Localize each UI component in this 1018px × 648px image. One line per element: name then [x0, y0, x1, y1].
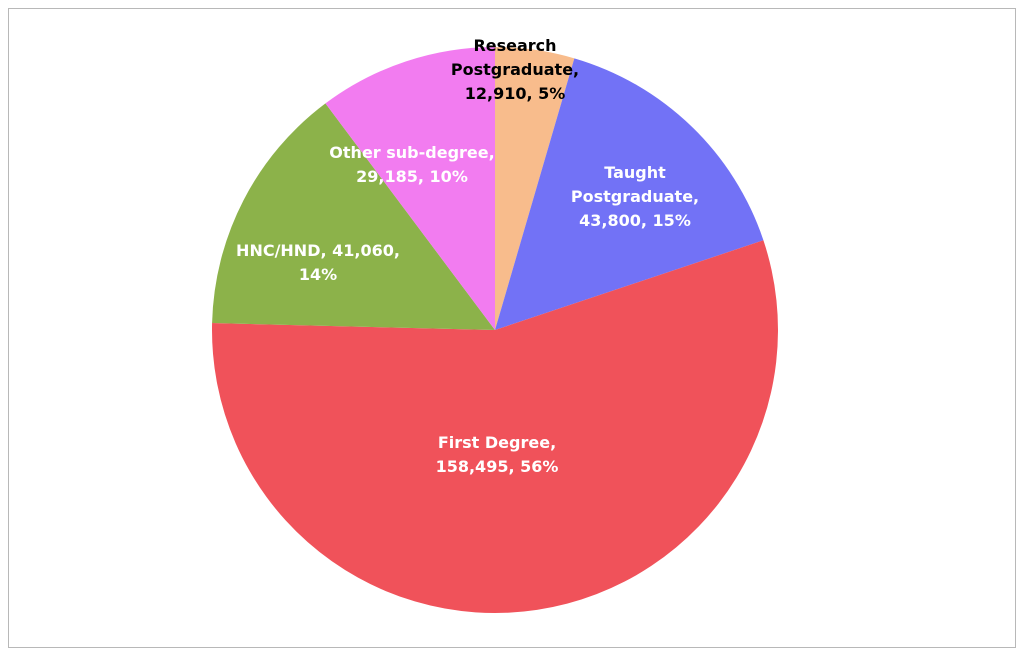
pie-slice — [495, 47, 575, 330]
pie-slice — [212, 240, 778, 614]
data-label: Research Postgraduate, 12,910, 5% — [450, 36, 580, 103]
data-label: Other sub-degree, 29,185, 10% — [329, 143, 495, 186]
pie-slice — [325, 47, 495, 330]
data-label: HNC/HND, 41,060, 14% — [236, 241, 400, 284]
pie-slice — [212, 103, 495, 330]
data-label: Taught Postgraduate, 43,800, 15% — [570, 163, 700, 230]
data-label: First Degree, 158,495, 56% — [435, 433, 559, 476]
pie-slice — [495, 58, 764, 330]
